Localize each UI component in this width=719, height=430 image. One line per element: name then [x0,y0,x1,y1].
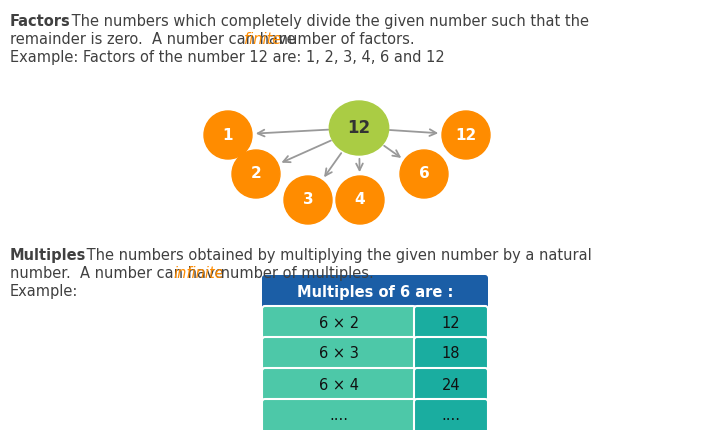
Text: 6 × 2: 6 × 2 [319,316,359,331]
Text: number of multiples.: number of multiples. [216,266,374,281]
Text: 6 × 3: 6 × 3 [319,347,359,362]
Circle shape [232,150,280,198]
Text: Example: Factors of the number 12 are: 1, 2, 3, 4, 6 and 12: Example: Factors of the number 12 are: 1… [10,50,445,65]
Ellipse shape [329,101,389,155]
Text: 12: 12 [441,316,460,331]
Text: 3: 3 [303,193,313,208]
Circle shape [400,150,448,198]
FancyBboxPatch shape [262,368,416,402]
Text: : The numbers obtained by multiplying the given number by a natural: : The numbers obtained by multiplying th… [77,248,592,263]
Text: 12: 12 [347,119,370,137]
FancyBboxPatch shape [262,337,416,371]
Text: number of factors.: number of factors. [274,32,415,47]
Circle shape [284,176,332,224]
Text: Example:: Example: [10,284,78,299]
Text: finite: finite [244,32,281,47]
FancyBboxPatch shape [414,399,488,430]
FancyBboxPatch shape [414,368,488,402]
Text: 18: 18 [441,347,460,362]
Text: Multiples: Multiples [10,248,86,263]
Text: ....: .... [329,408,349,424]
Text: Multiples of 6 are :: Multiples of 6 are : [297,285,453,300]
Text: Factors: Factors [10,14,70,29]
FancyBboxPatch shape [262,306,416,340]
Text: 4: 4 [354,193,365,208]
Text: 6 × 4: 6 × 4 [319,378,359,393]
Text: ....: .... [441,408,460,424]
Circle shape [336,176,384,224]
Text: 1: 1 [223,128,233,142]
Text: number.  A number can have: number. A number can have [10,266,228,281]
Text: remainder is zero.  A number can have: remainder is zero. A number can have [10,32,301,47]
Text: : The numbers which completely divide the given number such that the: : The numbers which completely divide th… [62,14,589,29]
FancyBboxPatch shape [262,275,488,309]
Text: 12: 12 [455,128,477,142]
Text: 24: 24 [441,378,460,393]
Circle shape [204,111,252,159]
Text: infinite: infinite [173,266,224,281]
Circle shape [442,111,490,159]
Text: 6: 6 [418,166,429,181]
FancyBboxPatch shape [262,399,416,430]
Text: 2: 2 [251,166,262,181]
FancyBboxPatch shape [414,337,488,371]
FancyBboxPatch shape [414,306,488,340]
